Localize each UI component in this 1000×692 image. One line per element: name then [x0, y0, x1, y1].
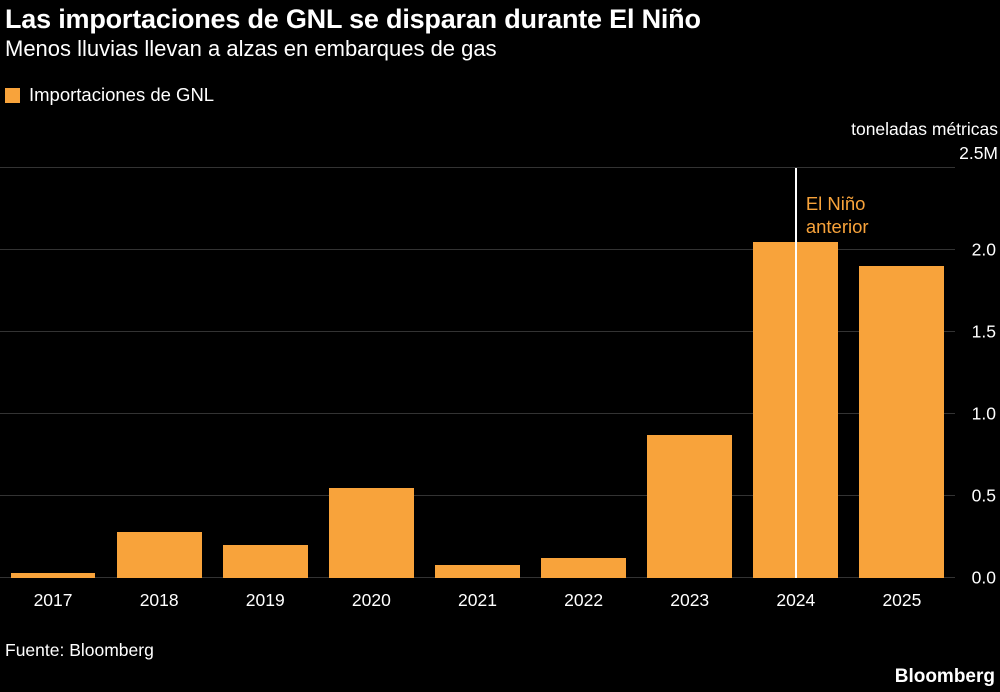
x-tick-label: 2024: [776, 590, 816, 610]
gridline: [0, 413, 955, 414]
source-note: Fuente: Bloomberg: [5, 640, 154, 660]
gridline: [0, 167, 955, 168]
bar-column-2017: [0, 168, 106, 578]
y-axis-top-tick-label: 2.5M: [959, 143, 998, 163]
y-tick-label: 0.0: [971, 567, 996, 588]
chart-subtitle: Menos lluvias llevan a alzas en embarque…: [5, 36, 497, 61]
x-tick-label: 2022: [564, 590, 604, 610]
chart-title: Las importaciones de GNL se disparan dur…: [5, 4, 701, 34]
gridline: [0, 495, 955, 496]
x-tick-label: 2018: [139, 590, 179, 610]
y-tick-label: 0.5: [971, 485, 996, 506]
annotation-line-text: El Niño: [805, 193, 866, 214]
bar-column-2022: [531, 168, 637, 578]
y-tick-label: 1.5: [971, 321, 996, 342]
gridline: [0, 249, 955, 250]
y-tick-label: 1.0: [971, 403, 996, 424]
bar-column-2020: [318, 168, 424, 578]
x-tick-label: 2019: [245, 590, 285, 610]
bloomberg-logo: Bloomberg: [894, 666, 995, 687]
bar-series: [0, 168, 955, 578]
bar-column-2025: [849, 168, 955, 578]
bar-2023: [647, 435, 733, 578]
y-tick-label: 2.0: [971, 239, 996, 260]
chart-area: El Niño anterior 0.0 0.5 1.0 1.5 2.0: [0, 167, 1000, 588]
x-axis-labels: 2017 2018 2019 2020 2021 2022 2023 2024 2025: [0, 590, 955, 611]
annotation-line-text: anterior: [805, 216, 869, 238]
bar-2021: [435, 564, 520, 578]
bar-2018: [116, 532, 202, 578]
y-axis-labels: 0.0 0.5 1.0 1.5 2.0: [955, 168, 1000, 588]
legend-swatch-icon: [5, 87, 20, 103]
legend: Importaciones de GNL: [5, 84, 214, 106]
annotation-vline: [794, 168, 797, 578]
bar-2025: [859, 266, 945, 578]
x-tick-label: 2017: [33, 590, 73, 610]
bar-2020: [328, 487, 414, 578]
x-tick-label: 2020: [351, 590, 391, 610]
x-tick-label: 2023: [670, 590, 710, 610]
gridline: [0, 331, 955, 332]
x-tick-label: 2025: [882, 590, 922, 610]
bar-column-2019: [212, 168, 318, 578]
bar-column-2018: [106, 168, 212, 578]
bar-column-2023: [637, 168, 743, 578]
bar-column-2021: [424, 168, 530, 578]
annotation-label: El Niño anterior: [806, 192, 869, 238]
plot-area: El Niño anterior: [0, 167, 955, 578]
y-axis-unit-label: toneladas métricas: [851, 119, 998, 139]
x-tick-label: 2021: [458, 590, 497, 610]
bar-2019: [222, 545, 308, 578]
bar-2022: [541, 558, 627, 578]
legend-label: Importaciones de GNL: [29, 84, 215, 105]
bar-2017: [10, 573, 96, 578]
